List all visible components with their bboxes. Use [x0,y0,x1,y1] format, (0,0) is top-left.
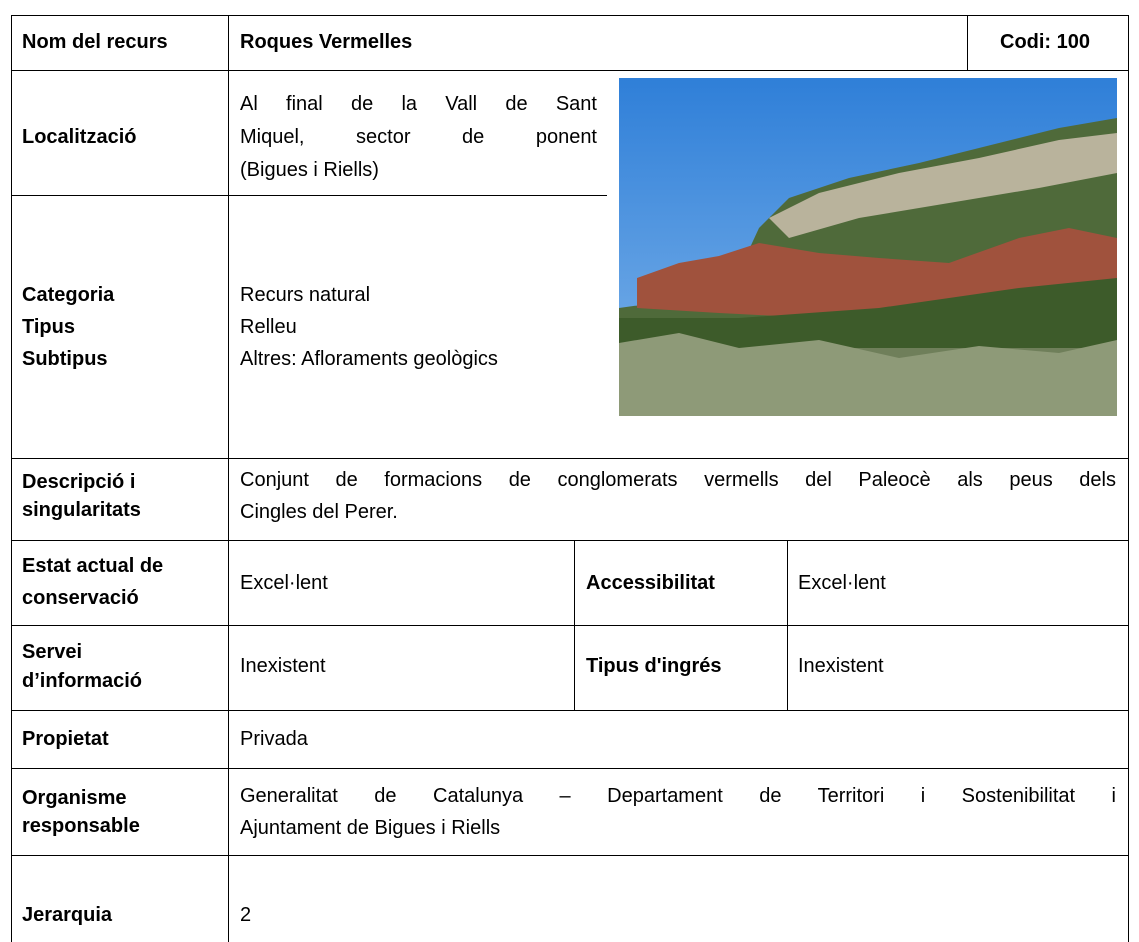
photo [619,78,1117,416]
border [11,710,1129,711]
label: Tipus [22,316,75,338]
text-line: (Bigues i Riells) [240,159,379,181]
label: Subtipus [22,348,108,370]
border [11,768,1129,769]
label: singularitats [22,499,141,521]
border [11,855,1129,856]
value: Altres: Afloraments geològics [240,348,498,370]
text-line: Cingles del Perer. [240,501,398,523]
label: Accessibilitat [586,572,715,594]
label: conservació [22,587,139,609]
text-line: Al final de la Vall de Sant [240,93,597,115]
border [11,15,12,942]
value: 2 [240,904,252,926]
border [11,625,1129,626]
resource-name: Roques Vermelles [240,31,413,53]
border [11,70,1129,71]
border [228,15,229,942]
value: Excel·lent [798,572,886,594]
label: Descripció i [22,471,136,493]
value: Excel·lent [240,572,328,594]
code: Codi: 100 [1000,31,1091,53]
border [11,195,607,196]
text-line: Ajuntament de Bigues i Riells [240,817,501,839]
label: Tipus d'ingrés [586,655,722,677]
value: Inexistent [240,655,326,677]
border [967,15,968,70]
border [11,540,1129,541]
label: Organisme [22,787,127,809]
label: Categoria [22,284,115,306]
border [1128,15,1129,942]
value: Relleu [240,316,297,338]
label: responsable [22,815,140,837]
border [574,540,575,710]
text-line: Conjunt de formacions de conglomerats ve… [240,469,1116,491]
value: Privada [240,728,308,750]
text-line: Miquel, sector de ponent [240,126,597,148]
border [11,15,1129,16]
label: Estat actual de [22,555,164,577]
border [11,458,1129,459]
label: Propietat [22,728,109,750]
label: Nom del recurs [22,31,168,53]
label: Jerarquia [22,904,113,926]
text-line: Generalitat de Catalunya – Departament d… [240,785,1116,807]
label: Localització [22,126,137,148]
label: Servei [22,641,83,663]
border [787,540,788,710]
value: Recurs natural [240,284,371,306]
label: d’informació [22,670,143,692]
value: Inexistent [798,655,884,677]
